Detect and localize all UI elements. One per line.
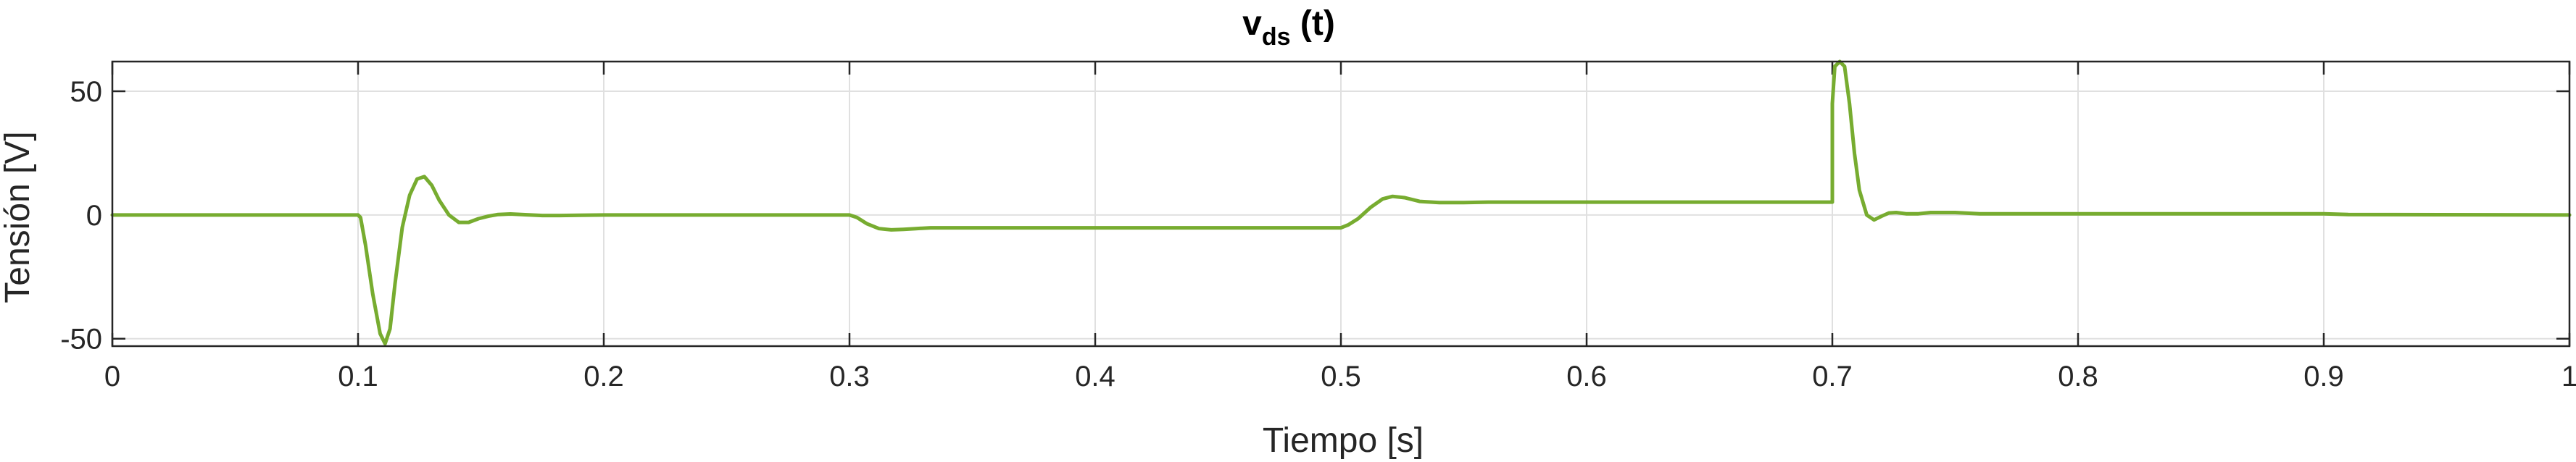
y-tick-label: 50 (70, 76, 103, 108)
chart-title-subscript: ds (1262, 23, 1291, 51)
x-tick-label: 0.3 (829, 361, 870, 392)
series-line-vds (110, 59, 2572, 346)
x-tick-label: 1 (2562, 361, 2576, 392)
y-tick-label: -50 (60, 324, 102, 356)
chart-title: vds (t) (1242, 4, 1335, 51)
x-tick-label: 0.2 (583, 361, 624, 392)
x-axis-label: Tiempo [s] (1263, 421, 1424, 460)
x-tick-label: 0.8 (2058, 361, 2098, 392)
x-tick-label: 0 (104, 361, 120, 392)
y-tick-label: 0 (86, 200, 102, 232)
x-tick-label: 0.5 (1321, 361, 1361, 392)
x-tick-label: 0.1 (338, 361, 378, 392)
x-tick-label: 0.7 (1812, 361, 1853, 392)
chart-title-main: v (1242, 4, 1262, 43)
y-axis-label: Tensión [V] (0, 131, 37, 303)
x-tick-label: 0.6 (1566, 361, 1607, 392)
chart-title-suffix: (t) (1291, 4, 1335, 43)
y-tick-labels: -50 0 50 (60, 76, 102, 356)
x-tick-label: 0.9 (2303, 361, 2344, 392)
x-tick-label: 0.4 (1075, 361, 1115, 392)
x-tick-labels: 0 0.1 0.2 0.3 0.4 0.5 0.6 0.7 0.8 0.9 1 (104, 361, 2576, 392)
axes-box (111, 60, 2571, 348)
